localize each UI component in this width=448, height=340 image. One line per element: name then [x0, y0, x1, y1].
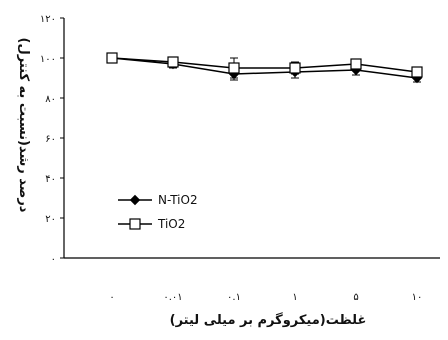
y-tick-label: ۰: [51, 254, 56, 265]
y-tick-label: ۶۰: [45, 134, 56, 145]
legend: N-TiO2 TiO2: [118, 193, 198, 231]
axes: [60, 17, 440, 259]
tick-labels: ۰ ۲۰ ۴۰ ۶۰ ۸۰ ۱۰۰ ۱۲۰ ۰ ۰.۰۱ ۰.۱ ۱ ۵ ۱۰: [40, 14, 423, 303]
series-line: [111, 57, 418, 79]
series-tio2: [106, 52, 423, 79]
y-tick-label: ۱۲۰: [40, 14, 56, 25]
marker-square: [289, 62, 301, 74]
y-axis-title: درصد رشد(نسبت به کنترل): [16, 38, 31, 213]
marker-square: [350, 58, 362, 70]
marker-square: [106, 52, 118, 64]
y-tick-label: ۴۰: [45, 174, 56, 185]
marker-square: [411, 66, 423, 78]
marker-square: [228, 62, 240, 74]
x-tick-label: ۱۰: [412, 292, 423, 303]
x-tick-label: ۰.۰۱: [163, 292, 182, 303]
x-tick-label: ۰: [109, 292, 114, 303]
marker-diamond: [129, 194, 141, 206]
y-tick-label: ۲۰: [45, 214, 56, 225]
y-tick-label: ۸۰: [45, 94, 56, 105]
legend-label: N-TiO2: [158, 193, 198, 207]
series-line: [111, 57, 418, 73]
legend-label: TiO2: [157, 217, 185, 231]
legend-item: TiO2: [118, 217, 185, 231]
series-layer: [106, 52, 423, 84]
x-tick-label: ۱: [292, 292, 297, 303]
x-axis-title: غلظت(میکروگرم بر میلی لیتر): [170, 312, 367, 328]
x-tick-label: ۰.۱: [227, 292, 241, 303]
legend-item: N-TiO2: [118, 193, 198, 207]
x-tick-label: ۵: [353, 292, 358, 303]
marker-square: [129, 218, 141, 230]
marker-square: [167, 56, 179, 68]
y-tick-label: ۱۰۰: [40, 54, 56, 65]
